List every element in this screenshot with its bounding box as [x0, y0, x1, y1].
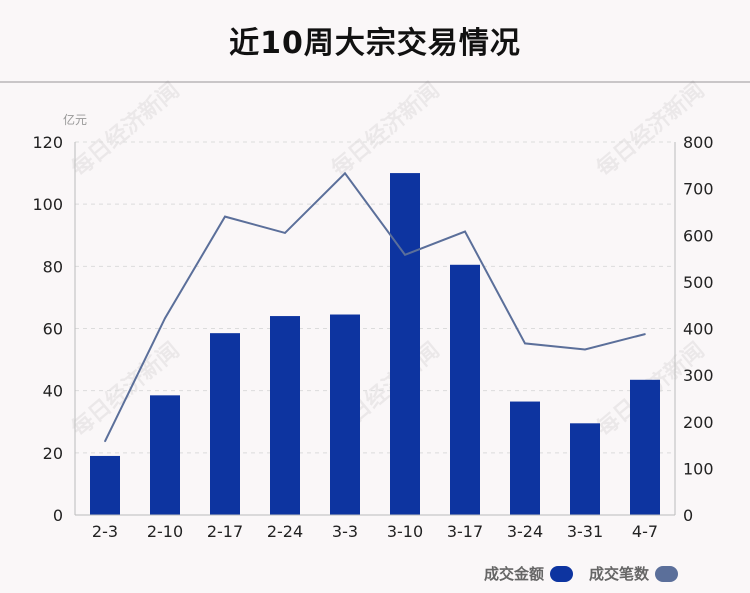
left-tick-label-4: 80	[43, 257, 63, 276]
right-tick-label-5: 500	[683, 273, 714, 292]
right-tick-label-3: 300	[683, 366, 714, 385]
watermark-2: 每日经济新闻	[592, 77, 710, 182]
legend: 成交金额 成交笔数	[484, 563, 694, 584]
right-tick-label-6: 600	[683, 226, 714, 245]
bar-8	[570, 423, 600, 515]
left-tick-label-3: 60	[43, 320, 63, 339]
left-axis-unit: 亿元	[63, 112, 87, 127]
line-point-1	[164, 317, 166, 320]
bar-0	[90, 455, 120, 515]
x-tick-label-8: 3-31	[567, 522, 603, 541]
watermark-1: 每日经济新闻	[327, 77, 445, 182]
x-tick-label-4: 3-3	[332, 522, 358, 541]
bar-6	[450, 264, 480, 515]
bar-3	[270, 316, 300, 515]
left-tick-label-0: 0	[53, 506, 63, 525]
line-series	[104, 171, 646, 443]
left-tick-label-6: 120	[32, 133, 63, 152]
line-point-3	[284, 232, 286, 234]
x-tick-label-3: 2-24	[267, 522, 303, 541]
line-point-7	[524, 342, 526, 345]
bar-9	[630, 379, 660, 515]
bar-4	[330, 314, 360, 515]
x-tick-label-5: 3-10	[387, 522, 423, 541]
line-point-2	[224, 215, 226, 218]
legend-swatch-count	[655, 565, 679, 582]
right-tick-label-0: 0	[683, 506, 693, 525]
legend-item-amount: 成交金额	[484, 563, 574, 584]
chart-title: 近10周大宗交易情况	[229, 26, 521, 61]
bar-7	[510, 401, 540, 515]
axes: 0 20 40 60 80 100 120 0 100 200 300 400 500 600 700 800…	[32, 112, 713, 541]
line-point-0	[104, 440, 106, 443]
line-point-8	[584, 348, 586, 351]
right-tick-label-2: 200	[683, 413, 714, 432]
legend-swatch-amount	[550, 565, 574, 582]
right-tick-label-8: 800	[683, 133, 714, 152]
x-tick-label-7: 3-24	[507, 522, 543, 541]
right-tick-label-4: 400	[683, 320, 714, 339]
right-tick-label-7: 700	[683, 180, 714, 199]
right-tick-label-1: 100	[683, 459, 714, 478]
x-tick-label-0: 2-3	[92, 522, 118, 541]
x-tick-label-9: 4-7	[632, 522, 658, 541]
watermark-0: 每日经济新闻	[67, 77, 185, 182]
line-point-4	[344, 172, 346, 175]
x-tick-label-2: 2-17	[207, 522, 243, 541]
title-divider	[0, 81, 750, 83]
bar-series	[90, 173, 660, 516]
line-point-6	[464, 230, 466, 233]
line-point-9	[644, 333, 646, 335]
legend-item-count: 成交笔数	[589, 563, 679, 584]
bar-5	[390, 173, 420, 516]
x-tick-label-6: 3-17	[447, 522, 483, 541]
x-tick-label-1: 2-10	[147, 522, 183, 541]
left-tick-label-5: 100	[32, 195, 63, 214]
left-tick-label-1: 20	[43, 444, 63, 463]
bar-2	[210, 333, 240, 515]
bar-1	[150, 395, 180, 515]
watermark-layer: 每日经济新闻每日经济新闻每日经济新闻每日经济新闻每日经济新闻每日经济新闻	[67, 77, 710, 442]
left-tick-label-2: 40	[43, 382, 63, 401]
legend-label-count: 成交笔数	[589, 565, 650, 583]
line-point-5	[404, 254, 406, 256]
line-path	[104, 171, 646, 442]
legend-label-amount: 成交金额	[484, 565, 545, 583]
